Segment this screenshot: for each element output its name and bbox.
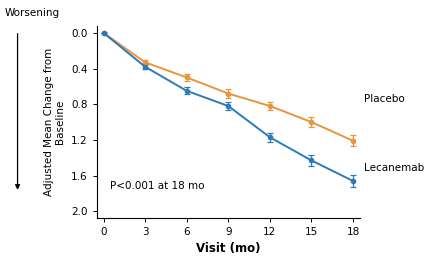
Text: P<0.001 at 18 mo: P<0.001 at 18 mo bbox=[110, 181, 205, 191]
X-axis label: Visit (mo): Visit (mo) bbox=[196, 242, 260, 255]
Text: Worsening: Worsening bbox=[4, 8, 60, 18]
Text: Placebo: Placebo bbox=[364, 94, 404, 104]
Y-axis label: Adjusted Mean Change from
Baseline: Adjusted Mean Change from Baseline bbox=[44, 48, 65, 196]
Text: Lecanemab: Lecanemab bbox=[364, 163, 424, 173]
